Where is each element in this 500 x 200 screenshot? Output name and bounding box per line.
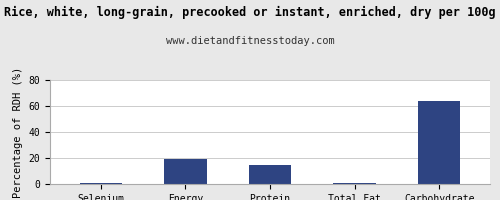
Bar <box>334 183 376 184</box>
Text: www.dietandfitnesstoday.com: www.dietandfitnesstoday.com <box>166 36 334 46</box>
Bar <box>80 183 122 184</box>
Y-axis label: Percentage of RDH (%): Percentage of RDH (%) <box>13 66 23 198</box>
Text: Rice, white, long-grain, precooked or instant, enriched, dry per 100g: Rice, white, long-grain, precooked or in… <box>4 6 496 19</box>
Bar <box>249 165 291 184</box>
Bar <box>164 159 206 184</box>
Bar <box>418 101 461 184</box>
